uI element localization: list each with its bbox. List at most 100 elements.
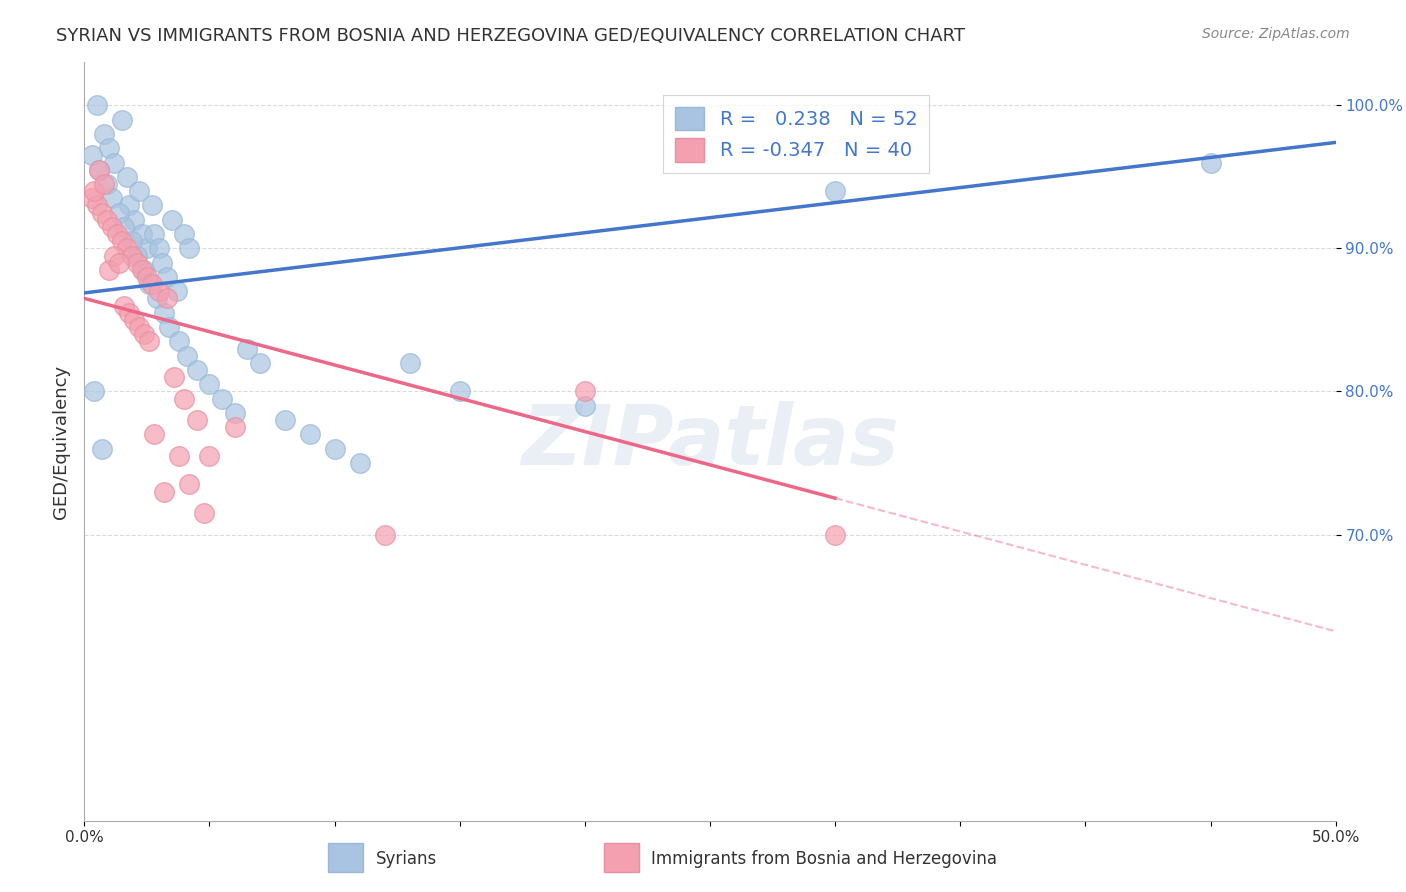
Point: [89, 162, 111, 177]
Point: [80, 191, 103, 205]
Point: [89, 162, 111, 177]
Point: [138, 334, 160, 349]
Point: [83, 384, 105, 399]
Point: [112, 219, 135, 234]
Point: [98, 263, 121, 277]
Point: [138, 277, 160, 292]
Text: SYRIAN VS IMMIGRANTS FROM BOSNIA AND HERZEGOVINA GED/EQUIVALENCY CORRELATION CHA: SYRIAN VS IMMIGRANTS FROM BOSNIA AND HER…: [56, 27, 966, 45]
Point: [156, 270, 179, 285]
Text: ZIPatlas: ZIPatlas: [522, 401, 898, 482]
Point: [198, 377, 221, 392]
Point: [176, 349, 198, 363]
Point: [236, 342, 259, 356]
Point: [93, 177, 115, 191]
Text: Syrians: Syrians: [375, 849, 437, 868]
Point: [211, 392, 233, 406]
Point: [103, 249, 125, 263]
Point: [574, 384, 596, 399]
Point: [136, 270, 159, 285]
Point: [96, 212, 118, 227]
Point: [153, 306, 176, 320]
Point: [141, 198, 163, 212]
Point: [111, 112, 134, 127]
Point: [112, 299, 135, 313]
Point: [141, 277, 163, 292]
Point: [273, 413, 295, 427]
Point: [249, 356, 271, 370]
Point: [143, 227, 166, 241]
Point: [103, 155, 125, 169]
Point: [83, 184, 105, 198]
Point: [143, 427, 166, 442]
Point: [115, 241, 138, 255]
Point: [105, 227, 128, 241]
Point: [159, 320, 181, 334]
Point: [118, 306, 141, 320]
Point: [198, 449, 221, 463]
Point: [160, 212, 183, 227]
Point: [118, 198, 141, 212]
Point: [86, 98, 108, 112]
Point: [163, 370, 186, 384]
Point: [224, 420, 246, 434]
Point: [93, 127, 115, 141]
Point: [121, 249, 143, 263]
Point: [148, 285, 170, 299]
Text: Source: ZipAtlas.com: Source: ZipAtlas.com: [1202, 27, 1350, 41]
Point: [169, 449, 191, 463]
Y-axis label: GED/Equivalency: GED/Equivalency: [52, 365, 70, 518]
Point: [186, 413, 208, 427]
Point: [824, 527, 846, 541]
Point: [90, 442, 112, 456]
Point: [115, 169, 138, 184]
Point: [111, 234, 134, 248]
Point: [125, 256, 148, 270]
Point: [179, 477, 201, 491]
Point: [148, 241, 170, 255]
Point: [166, 285, 188, 299]
Point: [449, 384, 471, 399]
Point: [96, 177, 118, 191]
Point: [169, 334, 191, 349]
Point: [398, 356, 420, 370]
Point: [80, 148, 103, 162]
Point: [824, 184, 846, 198]
Point: [574, 399, 596, 413]
Point: [108, 205, 131, 219]
Point: [146, 292, 169, 306]
Point: [186, 363, 208, 377]
Point: [98, 141, 121, 155]
Point: [134, 263, 156, 277]
Point: [90, 205, 112, 219]
Point: [224, 406, 246, 420]
Legend: R =   0.238   N = 52, R = -0.347   N = 40: R = 0.238 N = 52, R = -0.347 N = 40: [664, 95, 929, 173]
Point: [173, 392, 195, 406]
Point: [131, 263, 153, 277]
Point: [1199, 155, 1222, 169]
Point: [153, 484, 176, 499]
Point: [124, 212, 146, 227]
Point: [101, 191, 124, 205]
Point: [323, 442, 346, 456]
Point: [101, 219, 124, 234]
Point: [179, 241, 201, 255]
Point: [128, 184, 150, 198]
Text: Immigrants from Bosnia and Herzegovina: Immigrants from Bosnia and Herzegovina: [651, 849, 997, 868]
Point: [150, 256, 173, 270]
Point: [128, 320, 150, 334]
FancyBboxPatch shape: [603, 844, 638, 872]
Point: [108, 256, 131, 270]
Point: [86, 198, 108, 212]
Point: [131, 227, 153, 241]
Point: [193, 506, 215, 520]
Point: [124, 313, 146, 327]
Point: [134, 327, 156, 342]
Point: [374, 527, 396, 541]
Point: [298, 427, 321, 442]
FancyBboxPatch shape: [329, 844, 363, 872]
Point: [173, 227, 195, 241]
Point: [121, 234, 143, 248]
Point: [156, 292, 179, 306]
Point: [349, 456, 371, 470]
Point: [136, 241, 159, 255]
